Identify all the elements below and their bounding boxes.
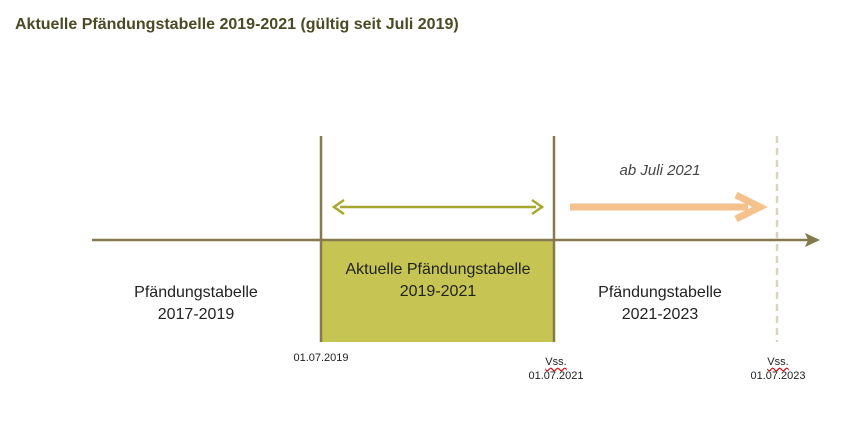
current-period-box (321, 240, 554, 342)
future-period-label: ab Juli 2021 (619, 162, 701, 179)
period-label-2021-2023: Pfändungstabelle 2021-2023 (580, 282, 740, 326)
page-title: Aktuelle Pfändungstabelle 2019-2021 (gül… (15, 16, 459, 33)
period-label-line2: 2019-2021 (399, 283, 477, 300)
period-label-line1: Pfändungstabelle (598, 284, 722, 301)
period-label-current: Aktuelle Pfändungstabelle 2019-2021 (322, 259, 554, 303)
date-prefix: Vss. (767, 356, 789, 368)
current-range-arrow (331, 198, 545, 216)
date-value: 01.07.2021 (528, 370, 584, 382)
period-label-line1: Pfändungstabelle (134, 284, 258, 301)
date-label-2019: 01.07.2019 (284, 351, 358, 365)
period-label-line1: Aktuelle Pfändungstabelle (345, 261, 531, 278)
timeline-arrowhead (805, 233, 820, 247)
future-arrow (570, 191, 768, 223)
period-label-line2: 2021-2023 (621, 306, 699, 323)
date-label-2021: Vss. 01.07.2021 (516, 355, 596, 383)
period-label-2017-2019: Pfändungstabelle 2017-2019 (116, 282, 276, 326)
date-label-2023: Vss. 01.07.2023 (738, 355, 818, 383)
date-value: 01.07.2023 (750, 370, 806, 382)
date-value: 01.07.2019 (293, 352, 349, 364)
date-prefix: Vss. (545, 356, 567, 368)
period-label-line2: 2017-2019 (157, 306, 235, 323)
